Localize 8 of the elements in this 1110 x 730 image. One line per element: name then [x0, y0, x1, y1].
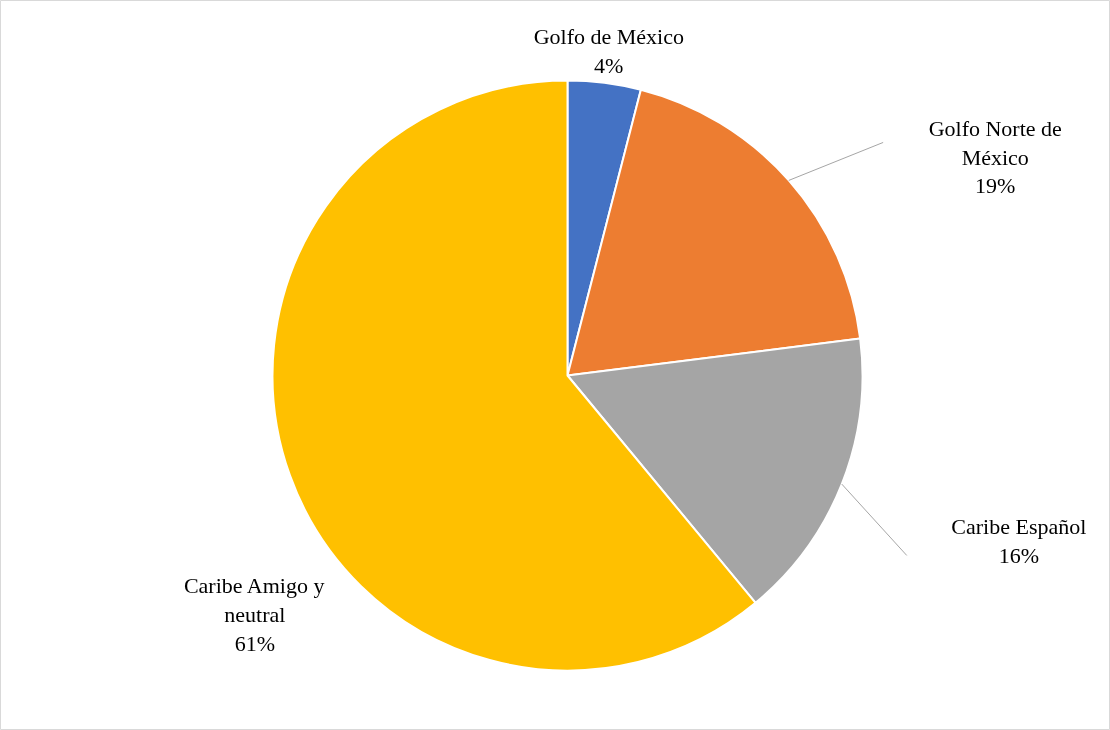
data-label: 16%	[998, 542, 1040, 568]
data-label: 61%	[234, 630, 275, 656]
slice-label: Golfo de México	[533, 24, 684, 50]
data-label: 19%	[975, 173, 1016, 199]
slice-label: Golfo Norte de México	[928, 115, 1062, 170]
data-label: 4%	[594, 52, 624, 78]
slice-label: Caribe Amigo y neutral	[183, 573, 325, 627]
slice-label: Caribe Español	[951, 513, 1087, 539]
